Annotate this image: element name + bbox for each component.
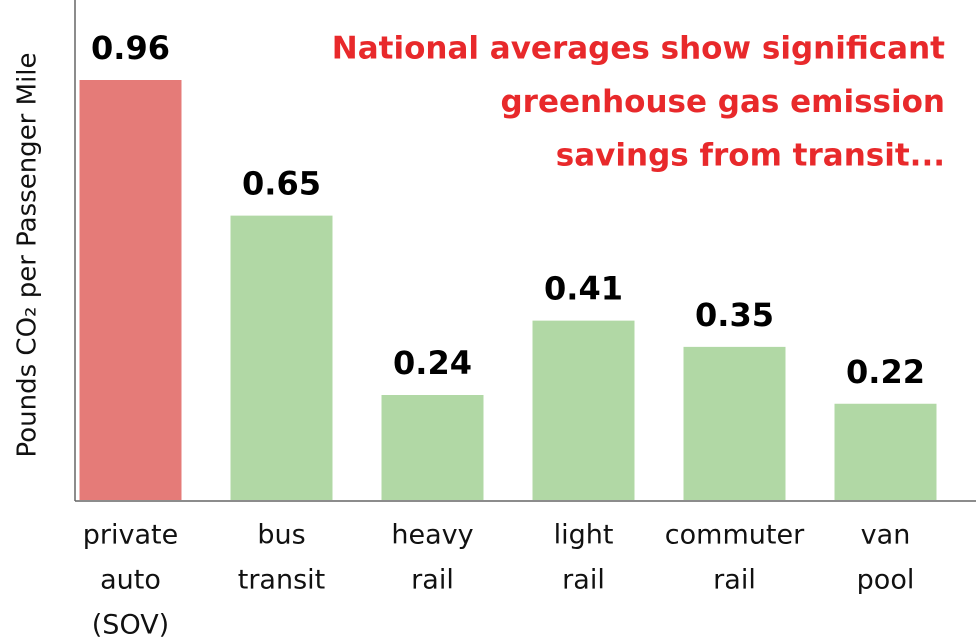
value-label: 0.65 [242,165,321,203]
x-tick-label: light [554,520,614,551]
value-label: 0.24 [393,344,472,382]
x-tick-label: pool [857,565,915,596]
annotation: savings from transit... [556,138,945,174]
bar [834,403,937,500]
x-tick-label: transit [238,565,326,596]
bar [683,346,786,500]
x-tick-label: bus [257,520,305,551]
bar [79,80,182,500]
bar [230,215,333,500]
value-label: 0.96 [91,29,170,67]
y-axis-label: Pounds CO₂ per Passenger Mile [13,52,43,457]
value-label: 0.41 [544,270,623,308]
annotation: greenhouse gas emission [500,84,945,120]
x-tick-label: (SOV) [92,610,169,637]
x-tick-label: auto [100,565,161,596]
x-tick-label: heavy [391,520,473,551]
x-tick-label: commuter [665,520,805,551]
bar [532,320,635,500]
x-tick-label: rail [562,565,605,596]
bar [381,395,484,500]
x-tick-label: rail [411,565,454,596]
value-label: 0.35 [695,296,774,334]
x-tick-label: van [861,520,911,551]
value-label: 0.22 [846,353,925,391]
x-tick-label: private [83,520,178,551]
x-tick-label: rail [713,565,756,596]
annotation: National averages show significant [332,31,945,67]
